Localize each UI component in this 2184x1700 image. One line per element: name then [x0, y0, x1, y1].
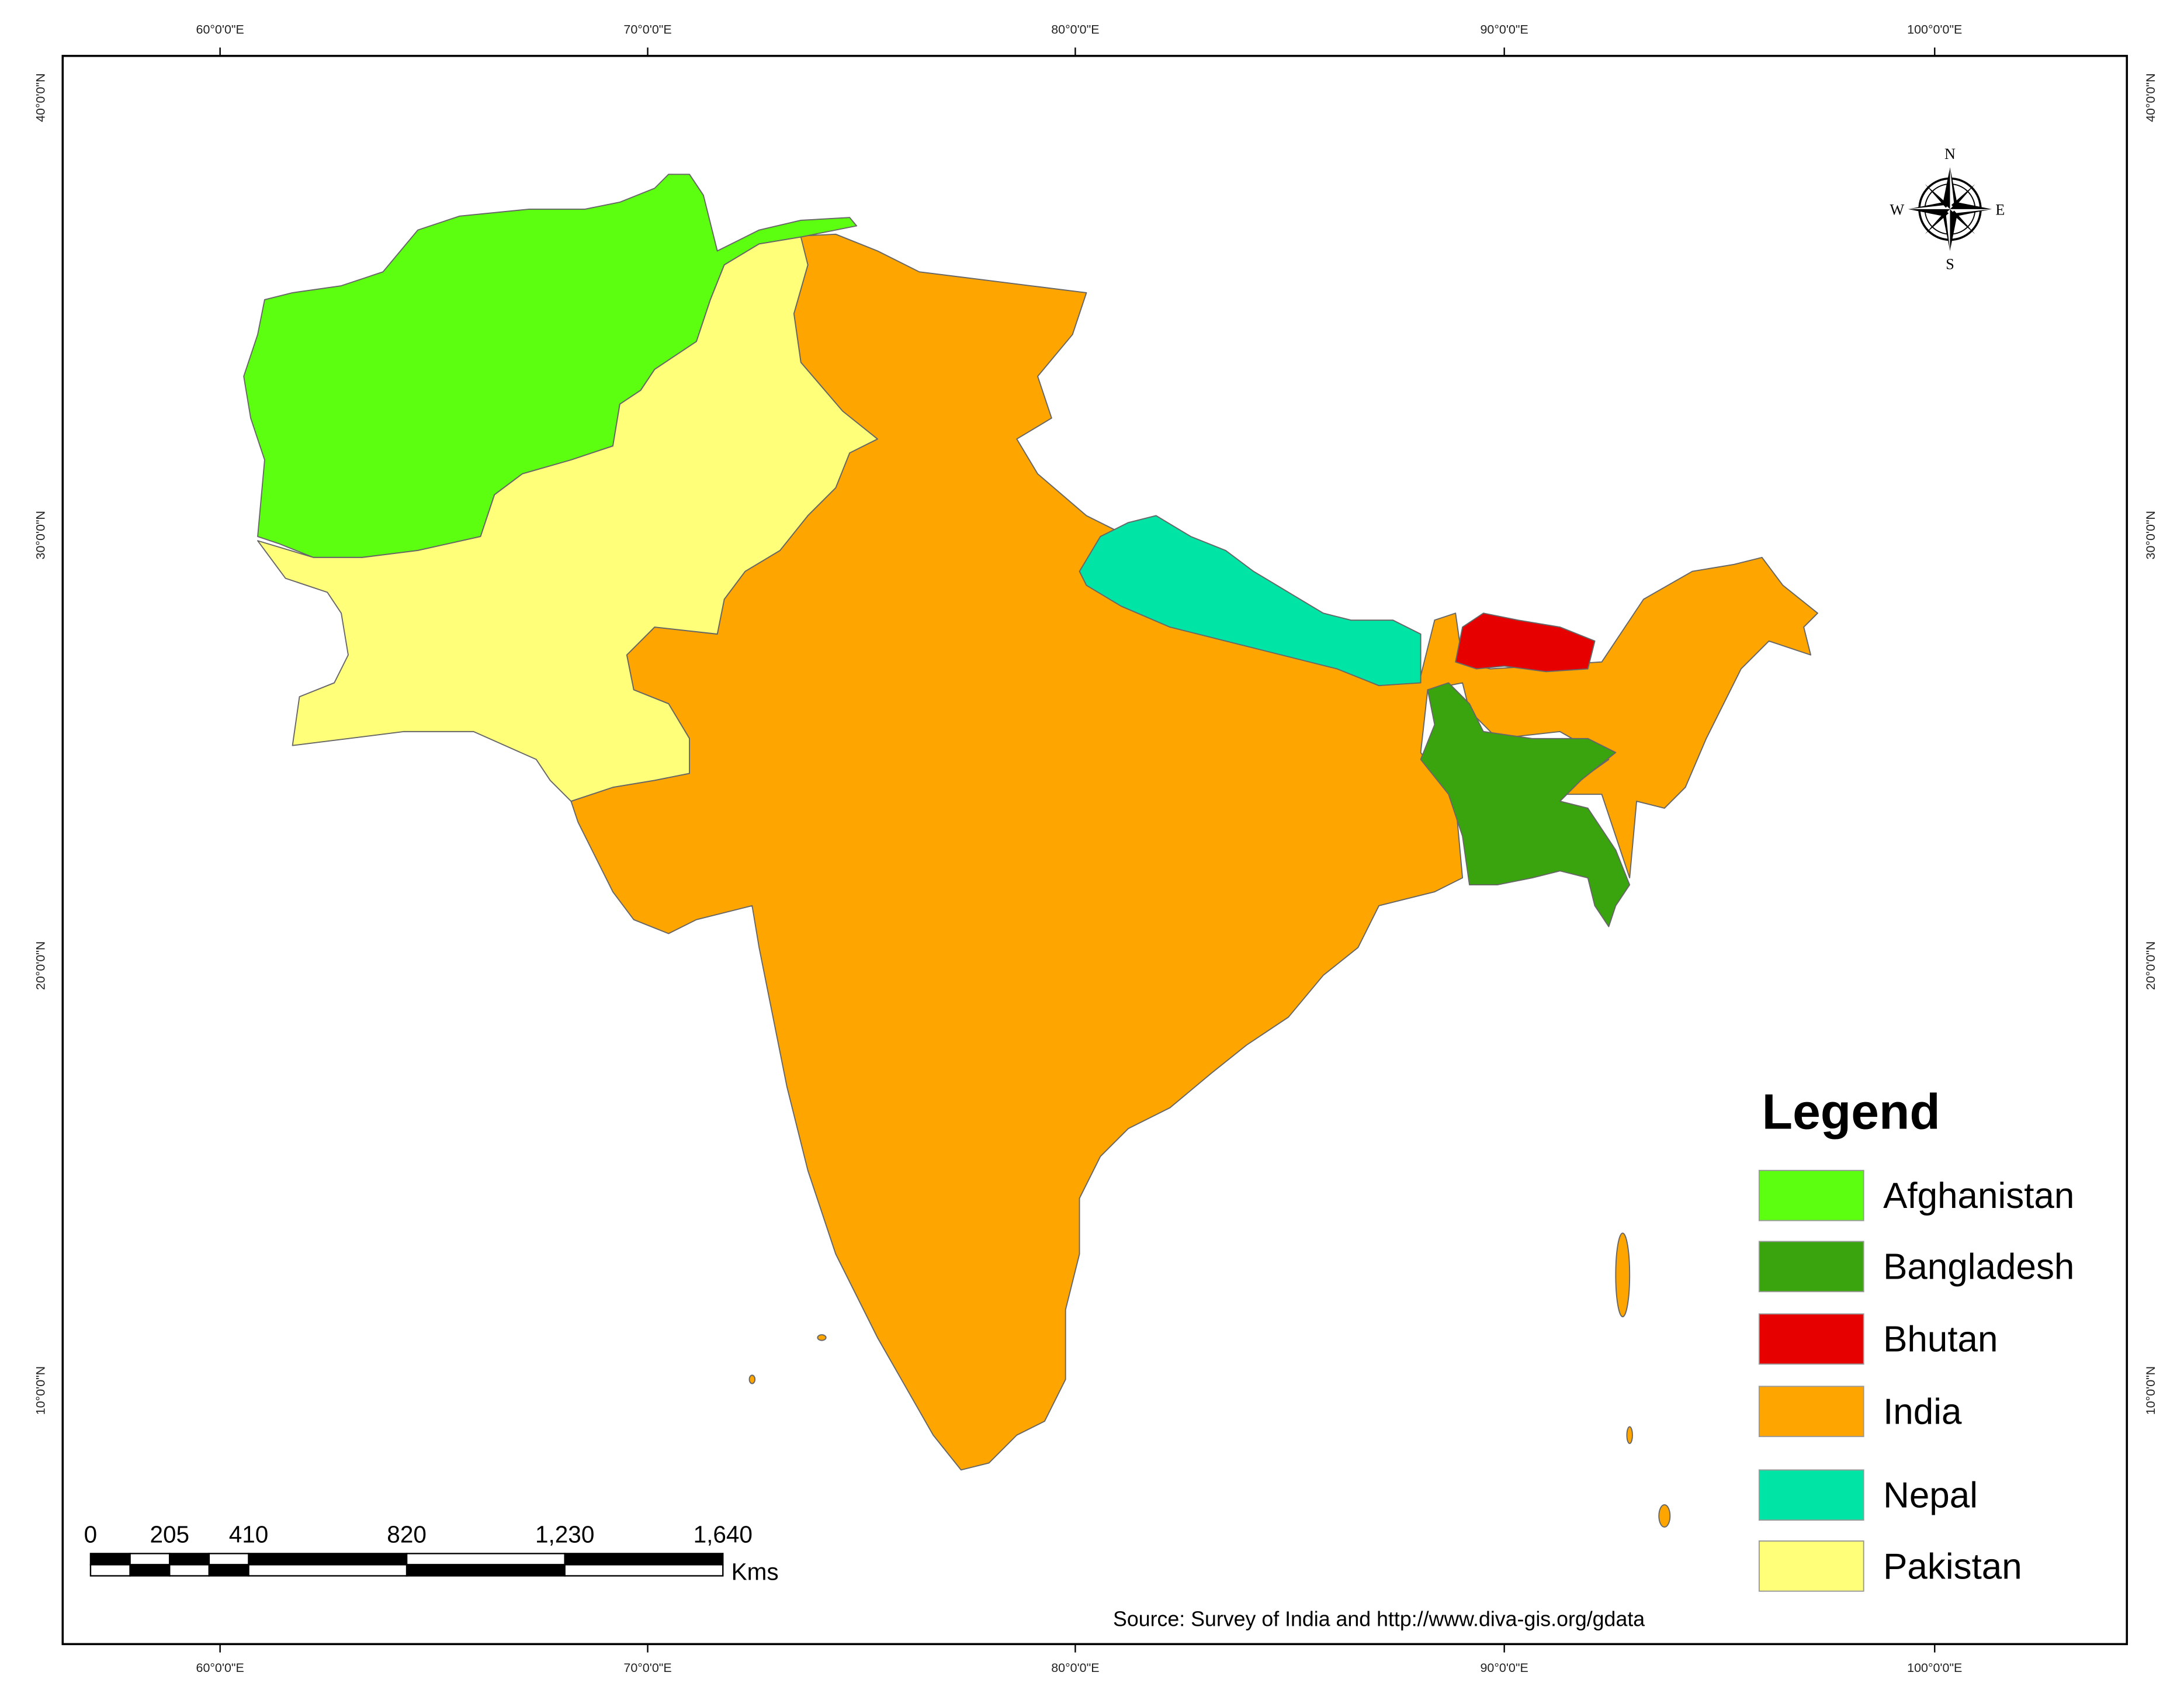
compass-n: N	[1944, 146, 1956, 162]
longitude-label: 100°0'0"E	[1907, 1661, 1962, 1675]
scale-label: 205	[150, 1521, 189, 1547]
latitude-label: 30°0'0"N	[2144, 511, 2158, 559]
compass-star	[1925, 183, 1949, 208]
compass-star	[1946, 209, 1950, 251]
latitude-label: 40°0'0"N	[33, 73, 47, 122]
scale-label: 0	[84, 1521, 98, 1547]
compass-star	[1908, 205, 1950, 209]
scale-segment	[248, 1564, 408, 1577]
legend-title: Legend	[1762, 1083, 1940, 1140]
scale-segment	[129, 1564, 171, 1577]
longitude-label: 60°0'0"E	[196, 23, 244, 37]
scale-segment	[169, 1564, 210, 1577]
legend-label: Afghanistan	[1883, 1176, 2074, 1216]
scale-segment	[169, 1553, 210, 1566]
legend-swatch	[1758, 1241, 1864, 1293]
scale-segment	[89, 1553, 131, 1566]
legend-label: Bhutan	[1883, 1320, 1998, 1360]
latitude-label: 10°0'0"N	[2144, 1366, 2158, 1415]
scale-segment	[564, 1553, 724, 1566]
scale-segment	[208, 1564, 249, 1577]
country-bhutan	[1455, 612, 1596, 673]
scale-segment	[405, 1564, 566, 1577]
legend-label: Nepal	[1883, 1476, 1978, 1516]
country-pakistan	[257, 236, 878, 802]
legend-swatch	[1758, 1540, 1864, 1592]
countries	[243, 174, 1818, 1528]
island	[748, 1374, 756, 1384]
latitude-label: 30°0'0"N	[33, 511, 47, 559]
legend-label: Pakistan	[1883, 1546, 2022, 1587]
longitude-label: 80°0'0"E	[1051, 1661, 1099, 1675]
legend-swatch	[1758, 1313, 1864, 1365]
country-nepal	[1079, 515, 1422, 687]
compass-w: W	[1890, 201, 1905, 218]
longitude-label: 70°0'0"E	[623, 1661, 671, 1675]
compass-rose: N S W E	[1890, 146, 2005, 272]
scale-label: 1,640	[694, 1521, 753, 1547]
scale-segment	[405, 1553, 566, 1566]
legend-label: India	[1883, 1392, 1962, 1432]
map-frame	[61, 54, 2128, 1646]
scale-segment	[208, 1553, 249, 1566]
scale-segment	[248, 1553, 408, 1566]
compass-star	[1951, 210, 1975, 234]
compass-star	[1925, 210, 1949, 234]
longitude-label: 100°0'0"E	[1907, 23, 1962, 37]
island	[1615, 1232, 1631, 1318]
latitude-label: 10°0'0"N	[33, 1366, 47, 1415]
compass-star	[1951, 183, 1975, 208]
scale-segment	[89, 1564, 131, 1577]
source-note: Source: Survey of India and http://www.d…	[1113, 1607, 1645, 1630]
scale-unit: Kms	[732, 1559, 779, 1585]
longitude-label: 90°0'0"E	[1481, 23, 1528, 37]
island	[1658, 1504, 1671, 1528]
longitude-label: 80°0'0"E	[1051, 23, 1099, 37]
scale-label: 820	[387, 1521, 427, 1547]
latitude-label: 20°0'0"N	[2144, 941, 2158, 990]
latitude-label: 20°0'0"N	[33, 941, 47, 990]
island	[817, 1334, 827, 1341]
longitude-label: 90°0'0"E	[1481, 1661, 1528, 1675]
scale-label: 410	[229, 1521, 269, 1547]
scale-segment	[129, 1553, 171, 1566]
legend-swatch	[1758, 1169, 1864, 1221]
compass-star	[1950, 209, 1992, 214]
longitude-label: 60°0'0"E	[196, 1661, 244, 1675]
scale-label: 1,230	[535, 1521, 594, 1547]
latitude-label: 40°0'0"N	[2144, 73, 2158, 122]
compass-e: E	[1995, 201, 2005, 218]
island	[1626, 1426, 1633, 1445]
legend-swatch	[1758, 1469, 1864, 1521]
legend-swatch	[1758, 1386, 1864, 1438]
country-bangladesh	[1420, 682, 1631, 927]
longitude-label: 70°0'0"E	[623, 23, 671, 37]
scale-segment	[564, 1564, 724, 1577]
compass-star	[1950, 167, 1954, 209]
compass-s: S	[1946, 255, 1954, 272]
legend-label: Bangladesh	[1883, 1247, 2074, 1287]
